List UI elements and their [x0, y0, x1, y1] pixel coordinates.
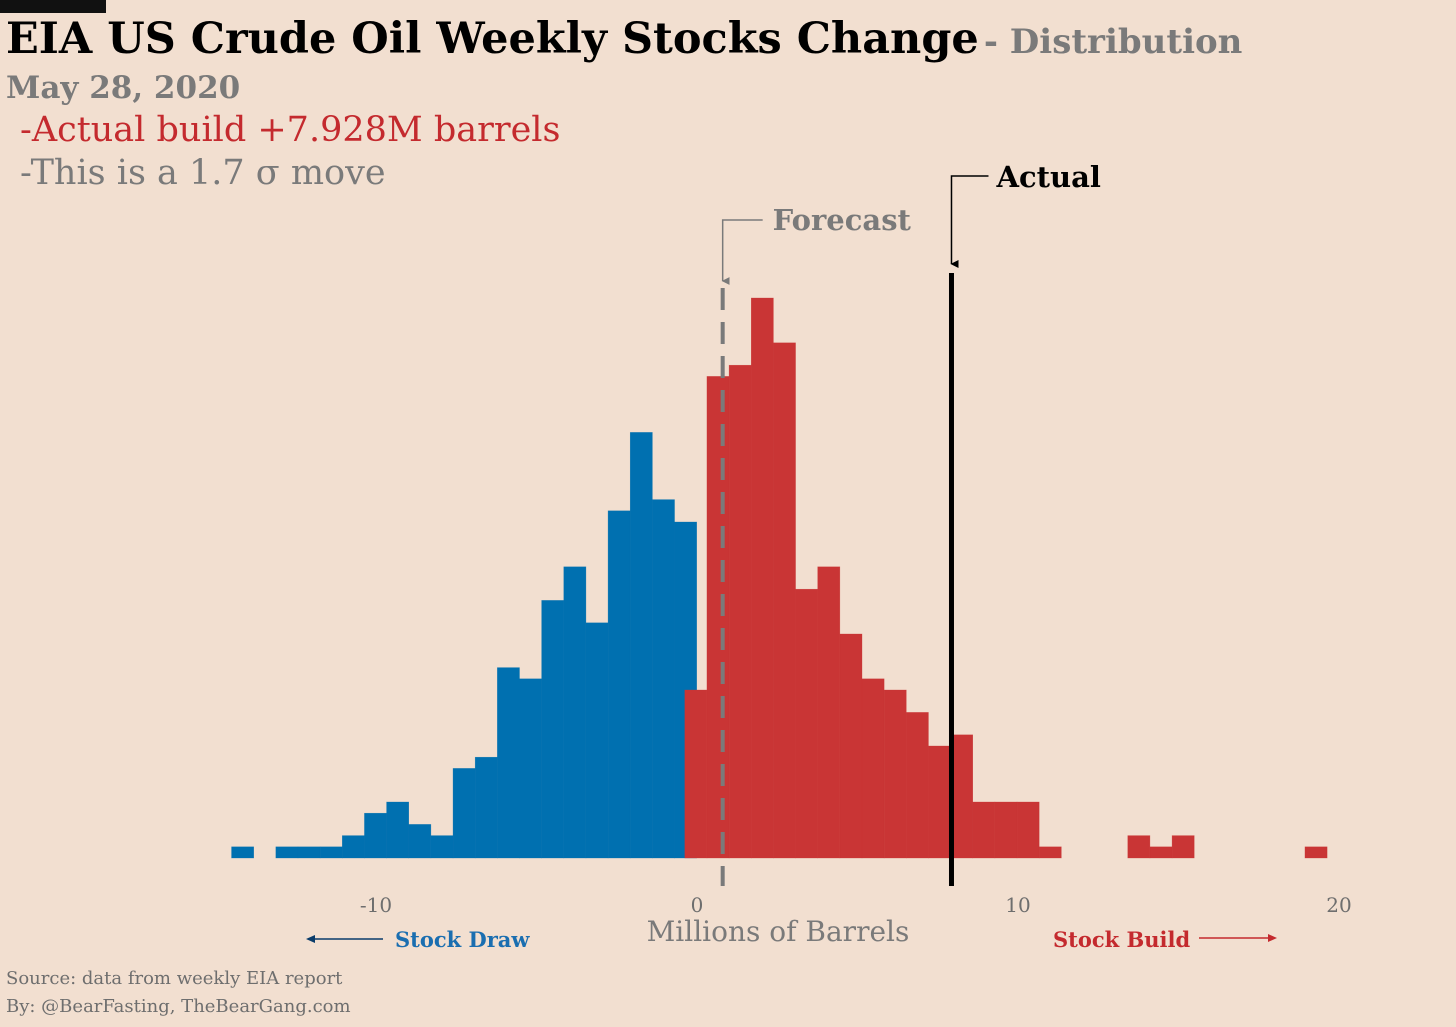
draw-bar — [408, 824, 432, 859]
draw-bar — [430, 835, 454, 859]
build-bar — [994, 801, 1018, 859]
draw-bar — [452, 768, 476, 859]
draw-bar — [497, 667, 520, 859]
build-bar — [1038, 846, 1062, 859]
forecast-arrow — [721, 219, 763, 285]
build-bar — [883, 689, 907, 859]
actual-arrow — [950, 175, 989, 268]
author-credit: By: @BearFasting, TheBearGang.com — [6, 996, 351, 1017]
chart-title: EIA US Crude Oil Weekly Stocks Change - … — [6, 14, 1242, 64]
report-date: May 28, 2020 — [6, 70, 241, 106]
draw-bar — [563, 566, 587, 859]
build-bar — [1171, 835, 1195, 859]
draw-bar — [386, 801, 409, 859]
build-bar — [906, 712, 929, 859]
sigma-note: -This is a 1.7 σ move — [20, 153, 386, 193]
build-bar — [1304, 846, 1328, 859]
draw-bar — [319, 846, 343, 859]
build-bar — [839, 633, 863, 859]
draw-bar — [541, 600, 565, 859]
build-bar — [728, 364, 752, 859]
stock-draw-label: Stock Draw — [395, 927, 530, 952]
stock-draw-arrowhead — [306, 935, 315, 943]
x-tick-label: 0 — [691, 893, 704, 917]
forecast-label: Forecast — [773, 203, 912, 237]
x-tick-label: -10 — [360, 893, 392, 917]
build-bar — [773, 342, 796, 859]
build-bar — [861, 678, 885, 859]
draw-bar — [629, 432, 653, 859]
build-bar — [1127, 835, 1151, 859]
histogram-bars — [231, 297, 1328, 859]
draw-bar — [231, 846, 254, 859]
actual-label: Actual — [995, 160, 1100, 194]
draw-bar — [519, 678, 542, 859]
corner-bar — [0, 0, 106, 13]
build-bar — [751, 297, 774, 859]
draw-bar — [607, 510, 631, 859]
source-credit: Source: data from weekly EIA report — [6, 968, 343, 989]
title-sub: - Distribution — [983, 22, 1243, 62]
stock-build-arrowhead — [1268, 934, 1277, 942]
x-tick-label: 10 — [1005, 893, 1030, 917]
x-tick-label: 20 — [1326, 893, 1351, 917]
build-bar — [706, 376, 730, 859]
title-main: EIA US Crude Oil Weekly Stocks Change — [6, 14, 979, 64]
build-bar — [795, 588, 818, 859]
build-bar — [928, 745, 951, 859]
draw-bar — [342, 835, 365, 859]
actual-build-note: -Actual build +7.928M barrels — [20, 110, 561, 150]
build-bar — [817, 566, 841, 859]
stock-build-label: Stock Build — [1053, 927, 1190, 952]
draw-bar — [364, 812, 387, 859]
draw-bar — [652, 499, 675, 859]
build-bar — [1149, 846, 1173, 859]
draw-bar — [474, 756, 498, 859]
draw-bar — [275, 846, 299, 859]
draw-bar — [297, 846, 321, 859]
x-axis-label: Millions of Barrels — [647, 915, 910, 948]
build-bar — [684, 689, 708, 859]
build-bar — [972, 801, 996, 859]
build-bar — [1016, 801, 1040, 859]
draw-bar — [585, 622, 609, 859]
x-axis-ticks: -10 0 10 20 — [360, 893, 1352, 917]
